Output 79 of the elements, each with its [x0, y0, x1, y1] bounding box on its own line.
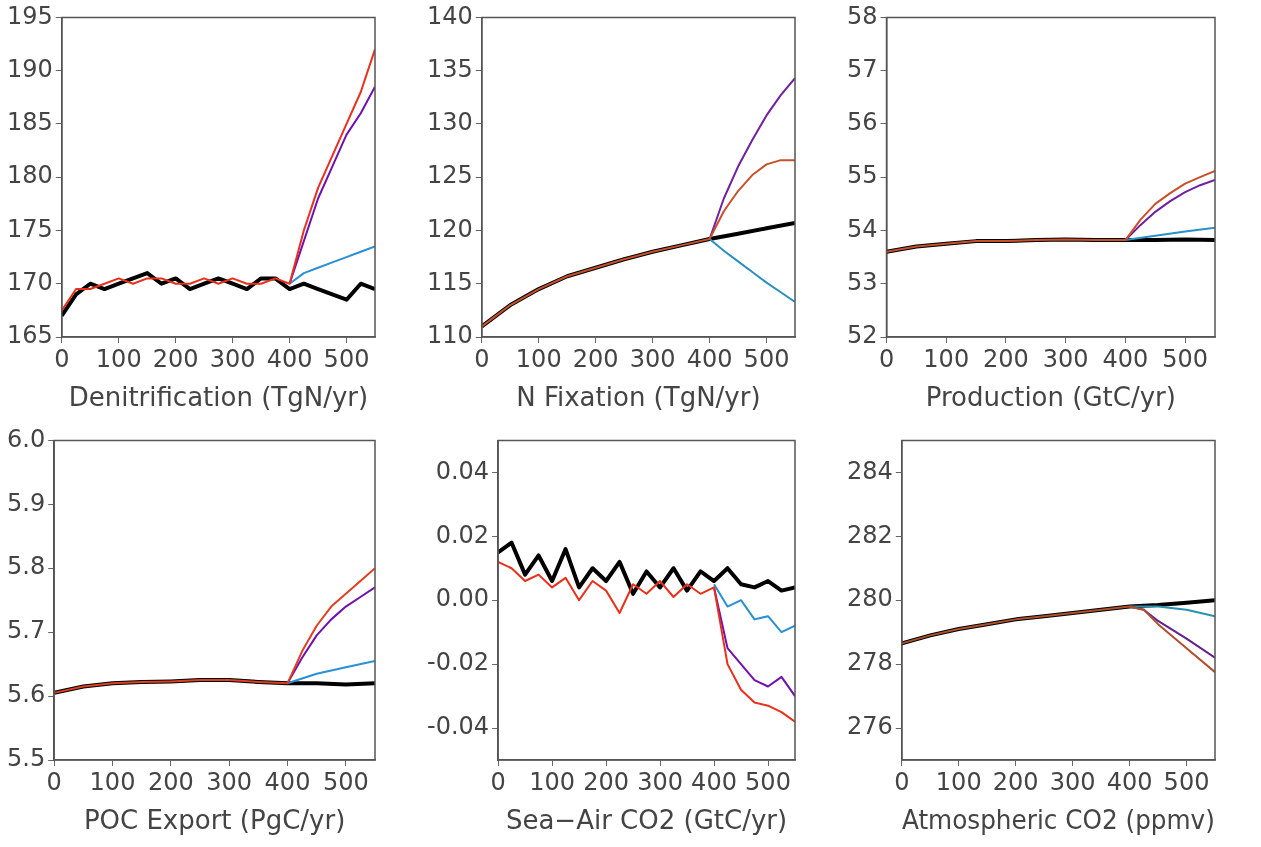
y-tick-label: 0.02: [435, 520, 490, 549]
x-tick-label: 100: [935, 767, 982, 796]
x-tick-label: 100: [529, 767, 575, 796]
y-tick-label: 140: [427, 1, 473, 30]
y-tick-label: 57: [846, 54, 878, 83]
x-tick-label: 300: [637, 767, 683, 796]
y-tick-label: 170: [7, 267, 53, 296]
x-tick-label: 300: [629, 344, 676, 373]
x-tick-label: 200: [992, 767, 1039, 796]
y-tick-label: 195: [7, 1, 53, 30]
y-tick-label: 55: [846, 161, 878, 190]
y-tick-label: 0.00: [435, 584, 490, 613]
y-tick-label: 175: [7, 214, 53, 243]
x-tick-label: 500: [323, 344, 370, 373]
x-axis-title: Production (GtC/yr): [925, 382, 1176, 413]
y-tick-label: 52: [846, 321, 878, 350]
x-axis-title: POC Export (PgC/yr): [83, 805, 346, 836]
x-tick-label: 200: [152, 344, 199, 373]
y-tick-label: -0.02: [426, 648, 490, 677]
x-axis-title: Sea−Air CO2 (GtC/yr): [505, 805, 788, 836]
x-tick-label: 200: [583, 767, 629, 796]
y-tick-label: 5.9: [7, 488, 46, 517]
y-tick-label: 125: [427, 161, 473, 190]
x-tick-label: 0: [894, 767, 910, 796]
x-tick-label: 0: [46, 767, 62, 796]
x-axis-title: Denitrification (TgN/yr): [68, 382, 369, 413]
x-tick-label: 500: [745, 767, 791, 796]
x-axis-title: Atmospheric CO2 (ppmv): [901, 804, 1215, 836]
x-tick-label: 0: [490, 767, 506, 796]
y-tick-label: 54: [846, 214, 878, 243]
y-tick-label: 0.04: [435, 456, 490, 485]
x-tick-label: 200: [572, 344, 619, 373]
y-tick-label: 135: [427, 54, 473, 83]
x-tick-label: 400: [266, 344, 313, 373]
y-tick-label: 6.0: [7, 424, 46, 453]
y-tick-label: 130: [427, 108, 473, 137]
x-tick-label: 300: [209, 344, 256, 373]
y-tick-label: 278: [847, 648, 893, 677]
y-tick-label: 276: [847, 712, 893, 741]
y-tick-label: 110: [427, 321, 473, 350]
x-tick-label: 400: [686, 344, 733, 373]
x-tick-label: 100: [923, 344, 970, 373]
x-tick-label: 100: [95, 344, 142, 373]
y-tick-label: 282: [847, 520, 893, 549]
y-tick-label: 284: [847, 456, 893, 485]
y-tick-label: 56: [846, 108, 878, 137]
x-tick-label: 500: [322, 767, 369, 796]
y-tick-label: 165: [7, 321, 53, 350]
x-axis-title: N Fixation (TgN/yr): [516, 382, 761, 413]
x-tick-label: 200: [147, 767, 194, 796]
x-tick-label: 400: [1102, 344, 1149, 373]
y-tick-label: -0.04: [426, 712, 490, 741]
y-tick-label: 5.8: [7, 552, 46, 581]
y-tick-label: 280: [847, 584, 893, 613]
x-tick-label: 400: [691, 767, 737, 796]
x-tick-label: 300: [206, 767, 253, 796]
y-tick-label: 5.6: [7, 680, 46, 709]
x-tick-label: 500: [743, 344, 790, 373]
x-tick-label: 300: [1042, 344, 1089, 373]
x-tick-label: 500: [1163, 767, 1210, 796]
x-tick-label: 500: [1162, 344, 1209, 373]
x-tick-label: 400: [264, 767, 311, 796]
x-tick-label: 0: [878, 344, 895, 373]
y-tick-label: 53: [846, 267, 878, 296]
y-tick-label: 5.7: [7, 616, 46, 645]
x-tick-label: 300: [1049, 767, 1096, 796]
y-tick-label: 120: [427, 214, 473, 243]
y-tick-label: 180: [7, 161, 53, 190]
x-tick-label: 100: [515, 344, 562, 373]
y-tick-label: 185: [7, 108, 53, 137]
x-tick-label: 400: [1106, 767, 1153, 796]
y-tick-label: 5.5: [7, 744, 46, 773]
y-tick-label: 58: [846, 1, 878, 30]
y-tick-label: 115: [427, 267, 473, 296]
x-tick-label: 0: [54, 344, 70, 373]
x-tick-label: 0: [474, 344, 490, 373]
y-tick-label: 190: [7, 54, 53, 83]
x-tick-label: 200: [983, 344, 1029, 373]
x-tick-label: 100: [89, 767, 136, 796]
